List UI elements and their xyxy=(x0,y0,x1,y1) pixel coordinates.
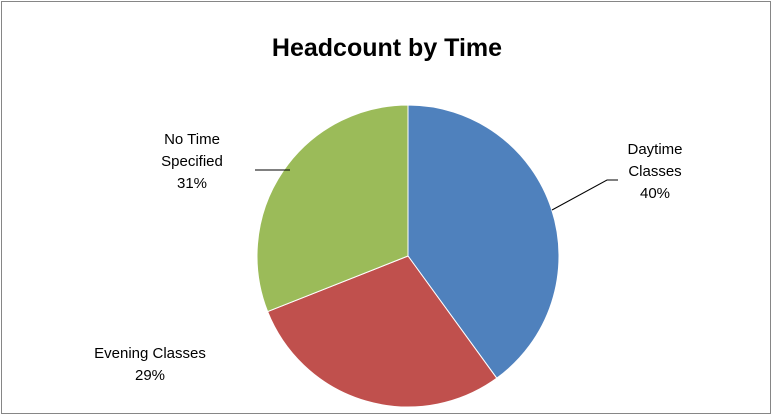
leader-lines xyxy=(255,169,618,211)
pie-slice-daytime-classes xyxy=(407,104,560,379)
chart-title: Headcount by Time xyxy=(272,34,502,62)
pie-slices xyxy=(256,104,560,408)
pie-slice-evening-classes xyxy=(266,255,498,408)
pie-slice-no-time-specified xyxy=(256,104,409,313)
slice-label: Daytime Classes 40% xyxy=(627,141,682,202)
slice-label: No Time Specified 31% xyxy=(161,131,223,192)
leader-line xyxy=(551,179,618,211)
slice-labels: Daytime Classes 40% Evening Classes 29% No Ti… xyxy=(94,131,682,384)
slice-label: Evening Classes 29% xyxy=(94,345,206,384)
